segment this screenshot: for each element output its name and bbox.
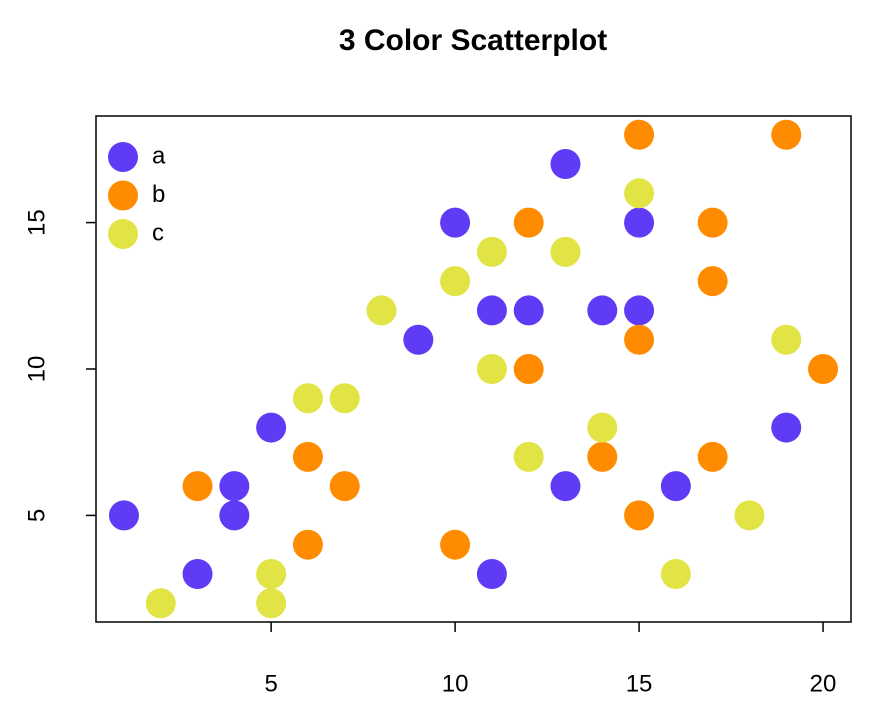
point: [292, 383, 323, 414]
point: [550, 236, 581, 267]
y-tick-label: 10: [23, 356, 50, 383]
point: [440, 529, 471, 560]
point: [366, 295, 397, 326]
point: [624, 500, 655, 531]
x-tick-label: 10: [442, 670, 469, 697]
point: [256, 588, 287, 619]
legend-label: a: [152, 142, 166, 169]
point: [182, 558, 213, 589]
point: [182, 471, 213, 502]
point: [587, 441, 618, 472]
point: [219, 500, 250, 531]
point: [292, 529, 323, 560]
point: [219, 471, 250, 502]
chart-title: 3 Color Scatterplot: [339, 24, 607, 57]
point: [771, 324, 802, 355]
point: [587, 412, 618, 443]
point: [771, 119, 802, 150]
point: [624, 178, 655, 209]
point: [513, 354, 544, 384]
point: [550, 471, 581, 502]
legend-marker: [108, 219, 138, 249]
point: [697, 441, 728, 472]
point: [476, 295, 507, 326]
point: [624, 295, 655, 326]
point: [476, 354, 507, 384]
point: [624, 324, 655, 355]
point: [734, 500, 765, 531]
point: [550, 149, 581, 180]
x-tick-label: 15: [626, 670, 653, 697]
point: [513, 207, 544, 238]
x-tick-label: 20: [810, 670, 837, 697]
point: [660, 558, 691, 589]
point: [440, 207, 471, 238]
point: [108, 500, 139, 531]
point: [329, 471, 360, 502]
y-tick-label: 15: [23, 209, 50, 236]
point: [329, 383, 360, 414]
point: [697, 266, 728, 297]
point: [808, 354, 839, 384]
point: [513, 295, 544, 326]
point: [256, 412, 287, 443]
point: [513, 441, 544, 472]
point: [587, 295, 618, 326]
point: [624, 119, 655, 150]
point: [292, 441, 323, 472]
x-tick-label: 5: [264, 670, 277, 697]
point: [771, 412, 802, 443]
point: [476, 236, 507, 267]
point: [624, 207, 655, 238]
plot-frame: [95, 115, 852, 623]
point: [476, 558, 507, 589]
point: [660, 471, 691, 502]
point: [440, 266, 471, 297]
legend-label: c: [152, 219, 164, 246]
point: [697, 207, 728, 238]
point: [145, 588, 176, 619]
legend-label: b: [152, 181, 165, 208]
legend-marker: [108, 142, 138, 172]
y-tick-label: 5: [23, 509, 50, 522]
point: [256, 558, 287, 589]
point: [403, 324, 434, 355]
legend-marker: [108, 180, 138, 211]
